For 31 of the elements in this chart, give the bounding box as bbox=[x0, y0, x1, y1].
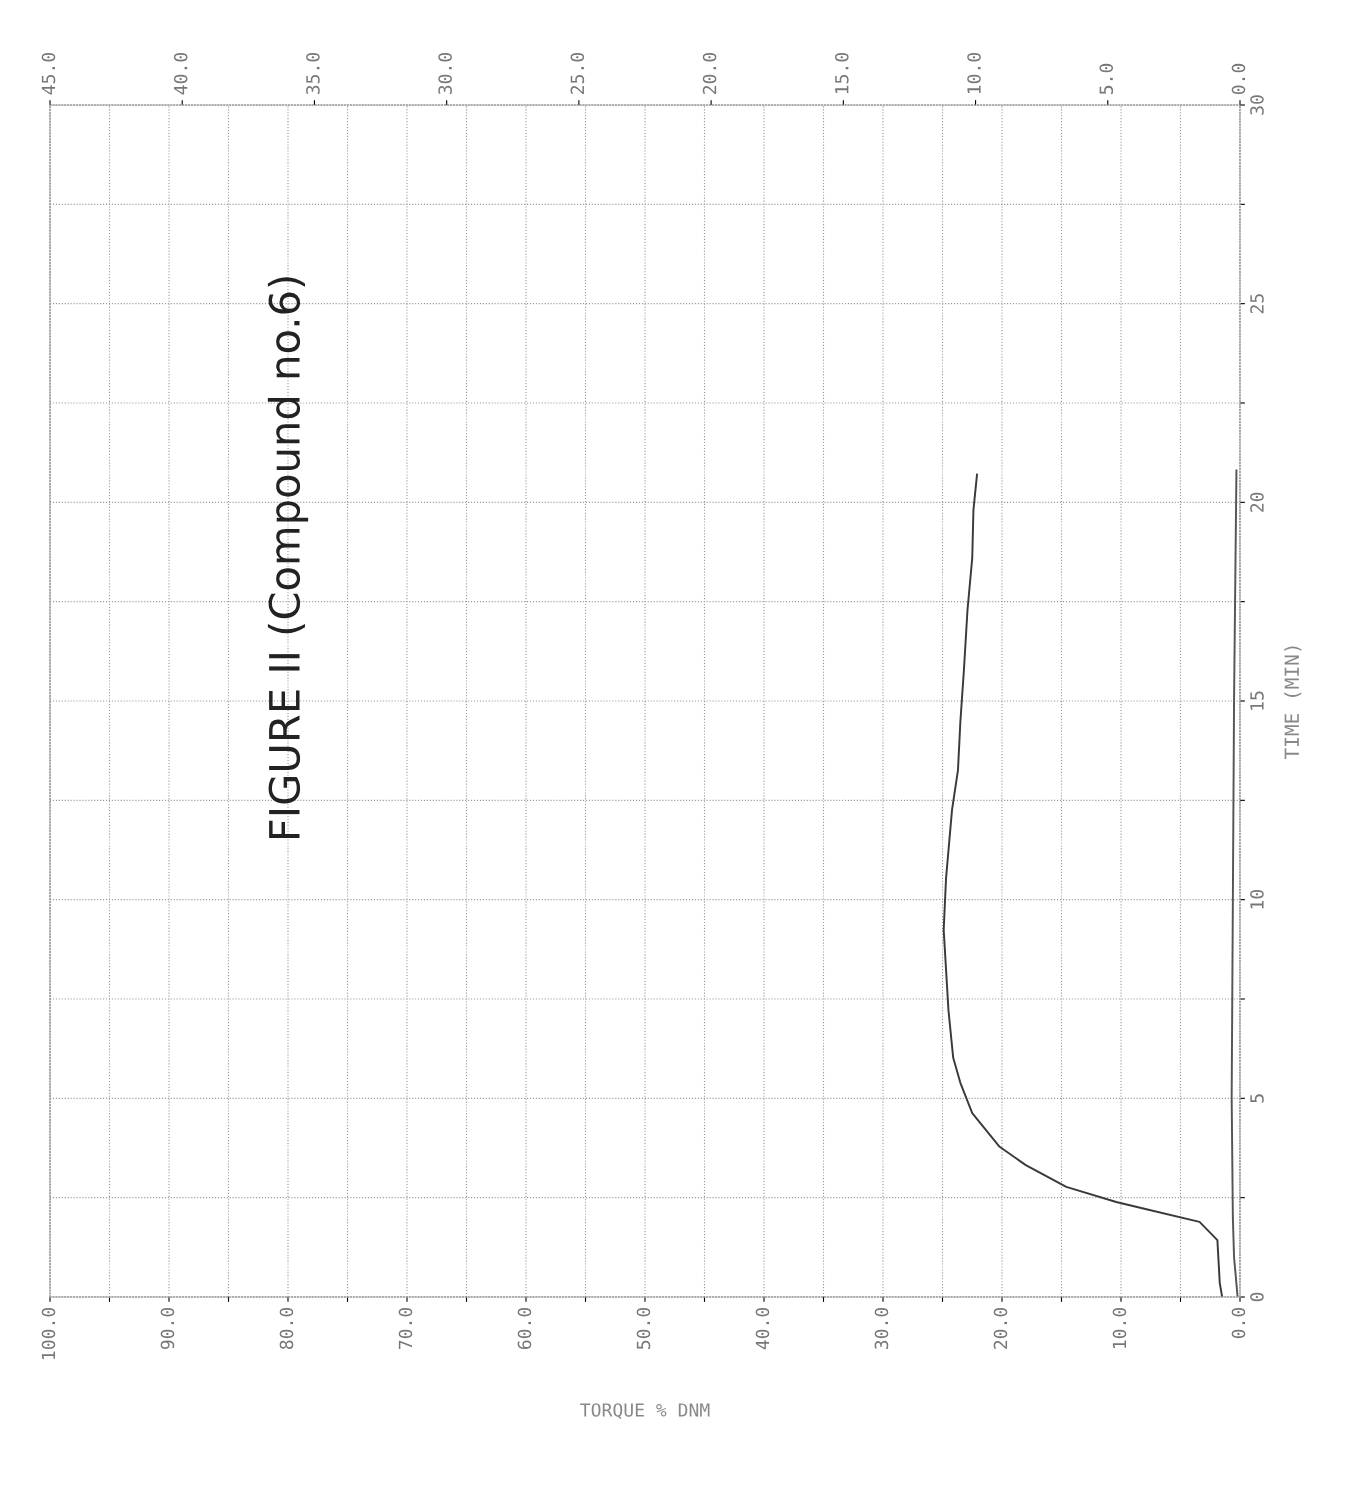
x2-tick-label: 25.0 bbox=[570, 52, 585, 94]
x-tick-label: 100.0 bbox=[41, 1307, 56, 1359]
x2-tick-label: 0.0 bbox=[1231, 63, 1246, 95]
y-tick-label: 0 bbox=[1250, 1292, 1264, 1302]
x2-tick-label: 15.0 bbox=[834, 52, 849, 94]
x2-tick-label: 40.0 bbox=[173, 52, 188, 95]
x2-tick-label: 10.0 bbox=[967, 52, 981, 94]
x2-tick-label: 30.0 bbox=[438, 52, 452, 95]
y-tick-label: 20 bbox=[1250, 492, 1264, 512]
x-tick-label: 30.0 bbox=[874, 1307, 889, 1349]
x-tick-label: 20.0 bbox=[993, 1307, 1008, 1349]
x-tick-label: 50.0 bbox=[636, 1307, 651, 1349]
y-tick-label: 10 bbox=[1250, 889, 1264, 909]
x-tick-label: 70.0 bbox=[398, 1307, 413, 1349]
x-tick-label: 80.0 bbox=[279, 1307, 294, 1350]
y-tick-label: 15 bbox=[1250, 691, 1264, 710]
y-axis-title: TIME (MIN) bbox=[1284, 646, 1302, 760]
y-tick-label: 30 bbox=[1250, 95, 1264, 115]
x-tick-label: 40.0 bbox=[755, 1307, 770, 1350]
x-tick-label: 10.0 bbox=[1112, 1307, 1127, 1349]
x2-tick-label: 35.0 bbox=[306, 52, 320, 95]
x2-tick-label: 45.0 bbox=[41, 52, 56, 95]
x-tick-label: 60.0 bbox=[517, 1307, 532, 1350]
y-tick-label: 25 bbox=[1250, 294, 1264, 314]
x2-tick-label: 5.0 bbox=[1099, 63, 1114, 95]
annotation: FIGURE II (Compound no.6) bbox=[267, 277, 309, 839]
x-tick-label: 0.0 bbox=[1231, 1307, 1246, 1339]
x-axis-title: TORQUE % DNM bbox=[580, 1403, 710, 1419]
x-tick-label: 90.0 bbox=[160, 1307, 175, 1350]
y-tick-label: 5 bbox=[1250, 1094, 1264, 1103]
x2-tick-label: 20.0 bbox=[702, 52, 717, 94]
